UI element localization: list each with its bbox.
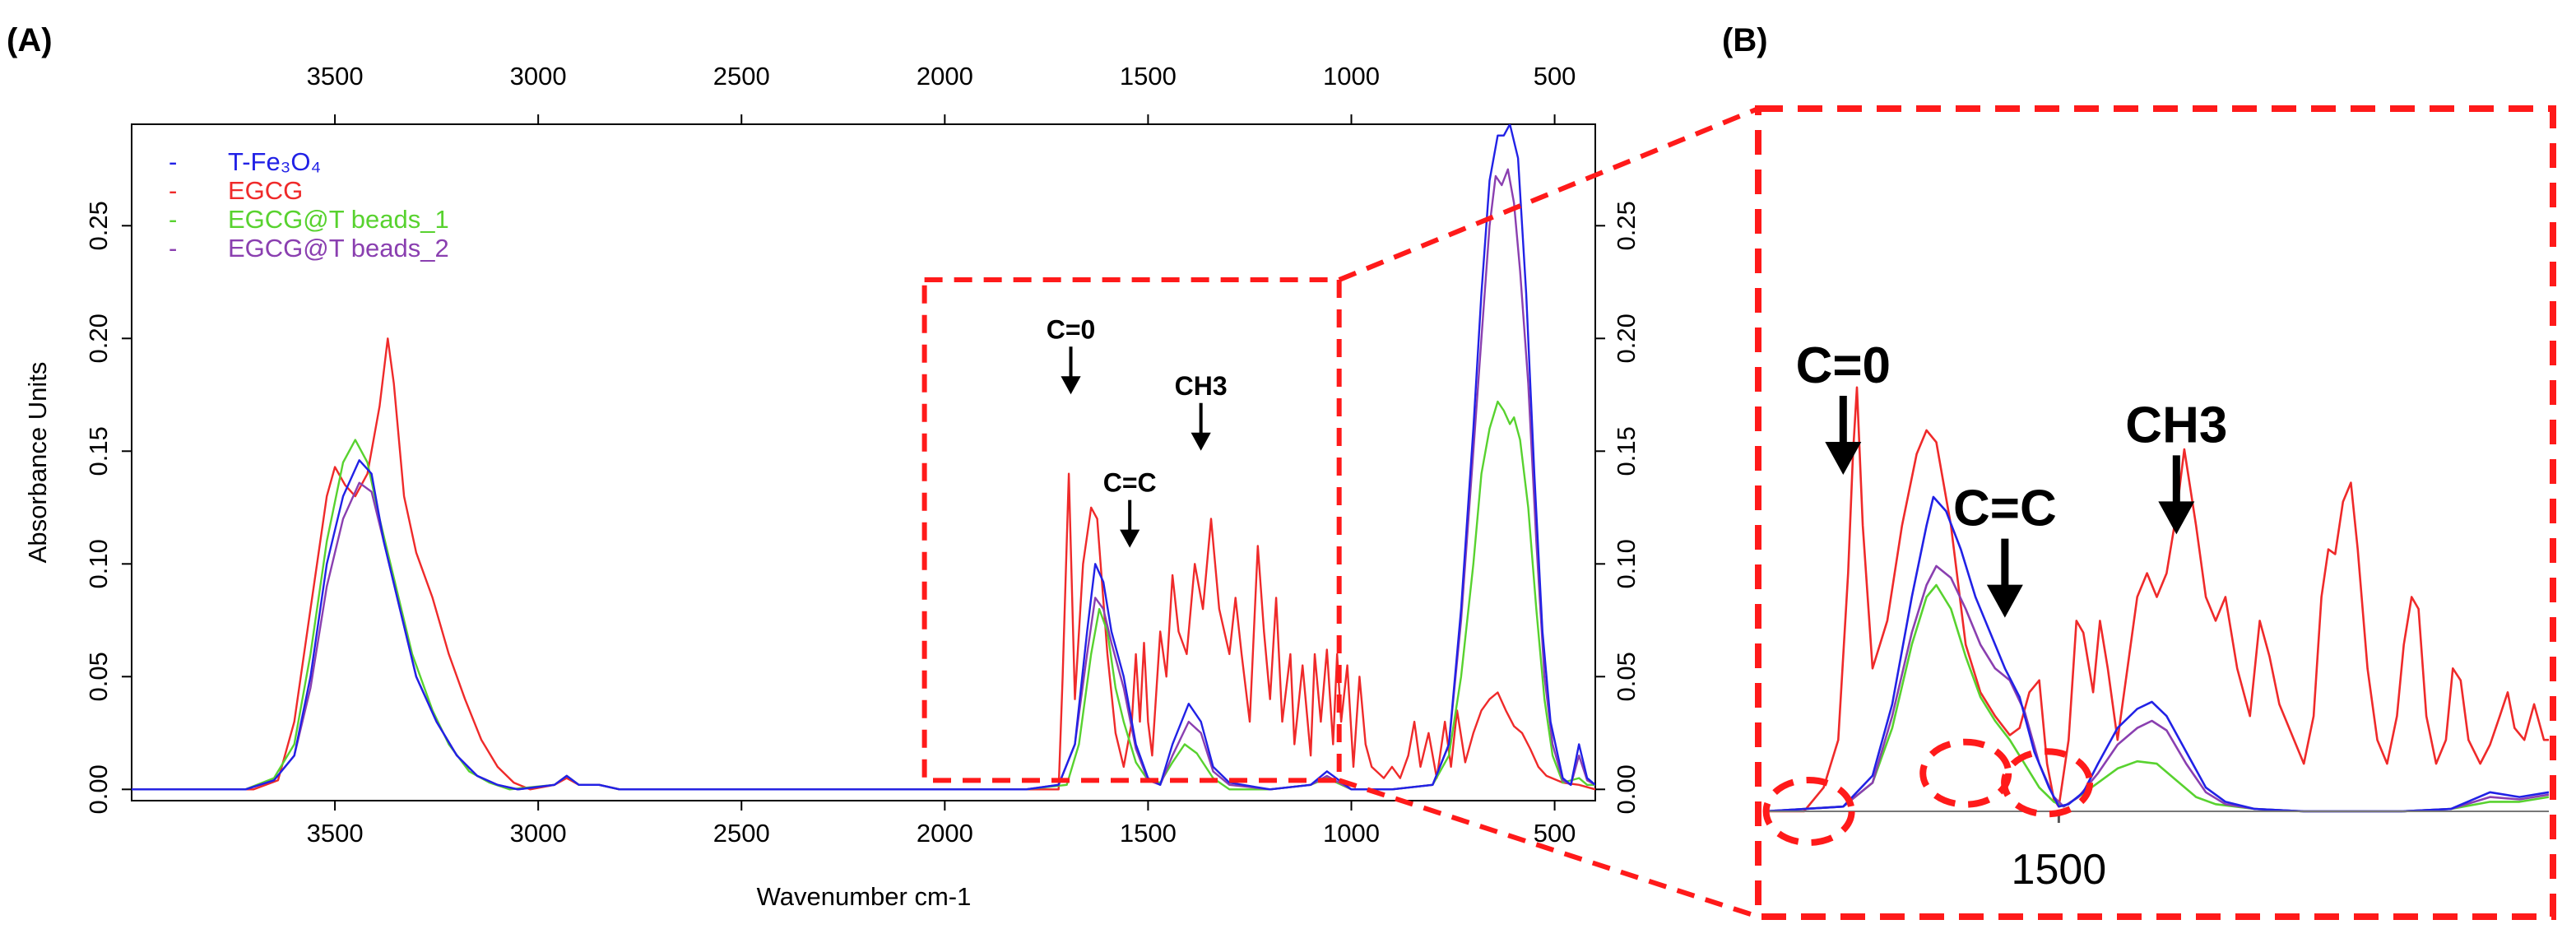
panel-a-x-axis-bottom: 3500 3000 2500 2000 1500 1000 500 (307, 801, 1576, 848)
panel-a-annotation-label: C=0 (1047, 314, 1096, 344)
x-tick-top-label: 500 (1534, 62, 1576, 91)
y-tick-left-label: 0.20 (84, 314, 113, 363)
panel-b-highlight-circle (1919, 738, 2012, 808)
panel-a-annotation-arrow (1191, 402, 1211, 451)
panel-a-series-line-beads-1 (132, 400, 1595, 791)
x-tick-top-label: 3500 (307, 62, 364, 91)
panel-a-x-axis-top: 3500 3000 2500 2000 1500 1000 500 (307, 62, 1576, 124)
panel-a-y-axis-title: Absorbance Units (23, 362, 52, 564)
panel-a-x-axis-title: Wavenumber cm-1 (757, 882, 972, 911)
panel-a-y-axis-left: 0.00 0.05 0.10 0.15 0.20 0.25 (84, 201, 132, 814)
panel-b-series-line-beads-1 (1765, 583, 2549, 813)
panel-a-series-line-egcg (132, 337, 1595, 791)
legend-entry: EGCG (228, 176, 303, 205)
panel-a-annotation-label: C=C (1103, 468, 1157, 498)
panel-b-annotations: C=0 C=C CH3 (1796, 337, 2227, 618)
legend-marker: - (169, 234, 177, 262)
panel-a-annotation-arrow (1061, 346, 1081, 395)
legend-entry: T-Fe₃O₄ (228, 147, 321, 176)
x-tick-bottom-label: 2000 (917, 819, 973, 848)
panel-a-y-axis-right: 0.00 0.05 0.10 0.15 0.20 0.25 (1595, 201, 1641, 814)
panel-b-annotation-label: C=C (1953, 481, 2057, 537)
legend-marker: - (169, 147, 177, 176)
y-tick-right-label: 0.00 (1612, 764, 1641, 814)
y-tick-right-label: 0.15 (1612, 426, 1641, 476)
zoom-connector-top (1338, 106, 1760, 282)
panel-a-annotation-arrow (1120, 499, 1140, 548)
y-tick-left-label: 0.15 (84, 426, 113, 476)
y-tick-right-label: 0.20 (1612, 314, 1641, 363)
x-tick-bottom-label: 3500 (307, 819, 364, 848)
panel-b-highlight-circle (1762, 777, 1855, 846)
y-tick-left-label: 0.05 (84, 652, 113, 701)
x-tick-top-label: 2000 (917, 62, 973, 91)
legend-marker: - (169, 176, 177, 205)
panel-b-annotation-arrow (1986, 538, 2023, 618)
panel-a-legend: - T-Fe₃O₄ - EGCG - EGCG@T beads_1 - EGCG@T bead… (169, 147, 449, 262)
x-tick-top-label: 3000 (510, 62, 567, 91)
x-tick-bottom-label: 3000 (510, 819, 567, 848)
y-tick-right-label: 0.10 (1612, 539, 1641, 588)
panel-a-chart: 3500 3000 2500 2000 1500 1000 500 3500 3000 2500… (23, 62, 1641, 911)
y-tick-left-label: 0.10 (84, 539, 113, 588)
legend-entry: EGCG@T beads_1 (228, 205, 449, 234)
panel-b-x-tick-label: 1500 (2012, 846, 2107, 894)
panel-a-annotations: C=0 C=C CH3 (1047, 314, 1228, 548)
panel-b-annotation-arrow (2158, 455, 2195, 535)
panel-b-chart: 1500 C=0 C=C CH3 (1755, 105, 2556, 920)
y-tick-right-label: 0.05 (1612, 652, 1641, 701)
panel-b-series-line-egcg (1765, 386, 2549, 813)
panel-b-x-axis: 1500 (2012, 811, 2107, 894)
y-tick-left-label: 0.00 (84, 764, 113, 814)
x-tick-bottom-label: 500 (1534, 819, 1576, 848)
x-tick-top-label: 1000 (1323, 62, 1380, 91)
panel-b-annotation-arrow (1825, 396, 1862, 475)
panel-b-annotation-label: C=0 (1796, 337, 1891, 394)
panel-a-label: (A) (7, 22, 53, 58)
x-tick-bottom-label: 2500 (713, 819, 770, 848)
x-tick-bottom-label: 1000 (1323, 819, 1380, 848)
y-tick-right-label: 0.25 (1612, 201, 1641, 250)
x-tick-top-label: 2500 (713, 62, 770, 91)
panel-a-zoom-box (921, 277, 1342, 783)
panel-b-label: (B) (1722, 22, 1768, 58)
panel-b-highlight-circles (1762, 738, 2094, 846)
y-tick-left-label: 0.25 (84, 201, 113, 250)
panel-b-series-line-beads-2 (1765, 564, 2549, 813)
panel-a-plot-frame (131, 123, 1596, 801)
legend-marker: - (169, 205, 177, 234)
zoom-connector-bottom (1338, 778, 1759, 919)
x-tick-bottom-label: 1500 (1120, 819, 1177, 848)
panel-b-highlight-circle (2001, 748, 2094, 818)
panel-b-annotation-label: CH3 (2125, 397, 2227, 453)
legend-entry: EGCG@T beads_2 (228, 234, 449, 262)
x-tick-top-label: 1500 (1120, 62, 1177, 91)
panel-b-zoom-frame (1755, 105, 2556, 920)
panel-a-annotation-label: CH3 (1175, 371, 1228, 401)
